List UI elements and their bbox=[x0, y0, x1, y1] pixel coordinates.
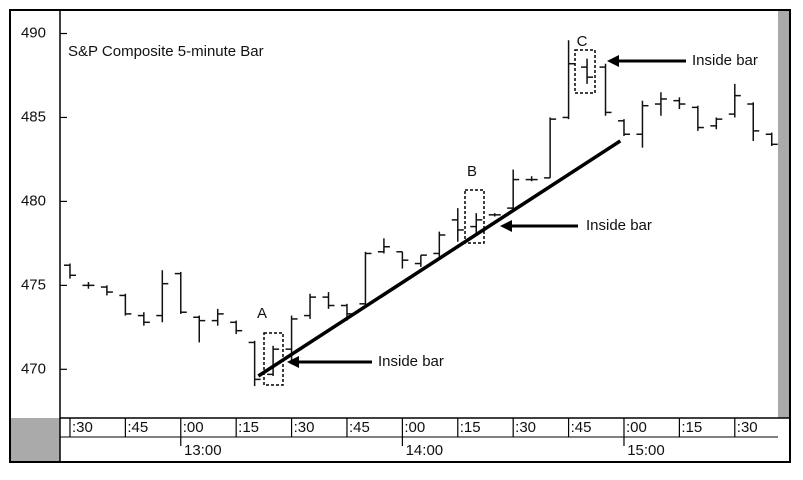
annotation-box bbox=[464, 189, 485, 244]
x-tick-label: :15 bbox=[460, 419, 481, 436]
x-tick-label: :15 bbox=[238, 419, 259, 436]
annotation-box bbox=[263, 332, 284, 386]
side-strip bbox=[778, 11, 789, 418]
y-tick-label: 485 bbox=[21, 108, 46, 125]
x-tick-label: :45 bbox=[127, 419, 148, 436]
x-tick-label: :45 bbox=[349, 419, 370, 436]
x-major-label: 14:00 bbox=[406, 442, 444, 459]
annotation-marker: B bbox=[467, 163, 477, 180]
x-tick-label: :00 bbox=[626, 419, 647, 436]
annotation-arrowhead bbox=[500, 220, 512, 232]
y-tick-label: 475 bbox=[21, 276, 46, 293]
y-tick-label: 470 bbox=[21, 360, 46, 377]
x-tick-label: :30 bbox=[737, 419, 758, 436]
x-tick-label: :00 bbox=[404, 419, 425, 436]
frame bbox=[9, 9, 791, 463]
x-tick-label: :30 bbox=[294, 419, 315, 436]
annotation-arrowhead bbox=[607, 55, 619, 67]
y-tick-label: 490 bbox=[21, 24, 46, 41]
annotation-box bbox=[574, 49, 596, 94]
x-tick-label: :30 bbox=[72, 419, 93, 436]
chart-title: S&P Composite 5-minute Bar bbox=[68, 43, 264, 60]
x-major-label: 15:00 bbox=[627, 442, 665, 459]
annotation-note: Inside bar bbox=[692, 52, 758, 69]
x-tick-label: :45 bbox=[571, 419, 592, 436]
trend-line bbox=[257, 139, 622, 378]
x-tick-label: :00 bbox=[183, 419, 204, 436]
annotation-arrowhead bbox=[287, 356, 299, 368]
x-tick-label: :30 bbox=[515, 419, 536, 436]
annotation-marker: C bbox=[577, 33, 588, 50]
annotation-note: Inside bar bbox=[586, 217, 652, 234]
x-tick-label: :15 bbox=[681, 419, 702, 436]
corner-box bbox=[11, 418, 60, 461]
y-tick-label: 480 bbox=[21, 192, 46, 209]
annotation-marker: A bbox=[257, 305, 267, 322]
annotation-note: Inside bar bbox=[378, 353, 444, 370]
x-major-label: 13:00 bbox=[184, 442, 222, 459]
